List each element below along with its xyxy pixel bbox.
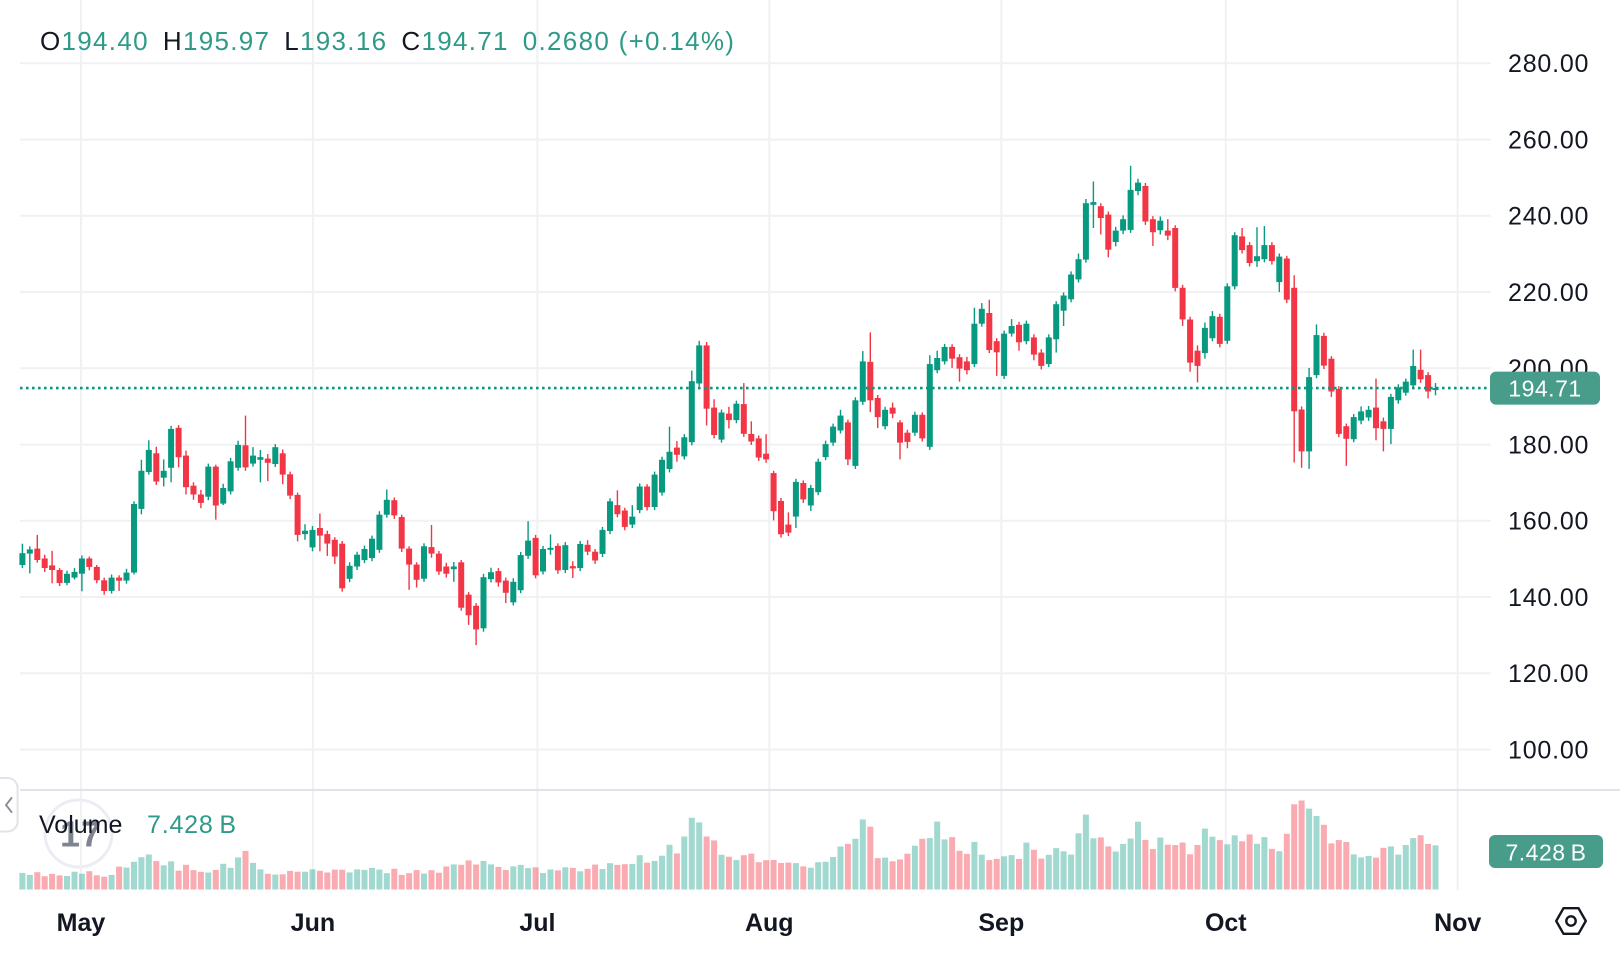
svg-text:120.00: 120.00 [1508,660,1589,688]
svg-text:Nov: Nov [1434,909,1481,937]
svg-text:Sep: Sep [978,909,1024,937]
svg-text:160.00: 160.00 [1508,508,1589,536]
svg-text:220.00: 220.00 [1508,279,1589,307]
svg-text:Volume: Volume [39,811,122,839]
svg-text:May: May [57,909,106,937]
svg-text:140.00: 140.00 [1508,584,1589,612]
svg-text:240.00: 240.00 [1508,203,1589,231]
svg-text:194.71: 194.71 [1508,376,1581,402]
svg-text:Jun: Jun [291,909,335,937]
svg-text:7.428 B: 7.428 B [147,811,237,839]
svg-text:7.428 B: 7.428 B [1505,839,1586,865]
svg-text:Jul: Jul [519,909,555,937]
svg-text:260.00: 260.00 [1508,126,1589,154]
svg-text:100.00: 100.00 [1508,736,1589,764]
svg-text:Oct: Oct [1205,909,1247,937]
svg-text:180.00: 180.00 [1508,431,1589,459]
svg-text:280.00: 280.00 [1508,50,1589,78]
svg-text:Aug: Aug [745,909,794,937]
